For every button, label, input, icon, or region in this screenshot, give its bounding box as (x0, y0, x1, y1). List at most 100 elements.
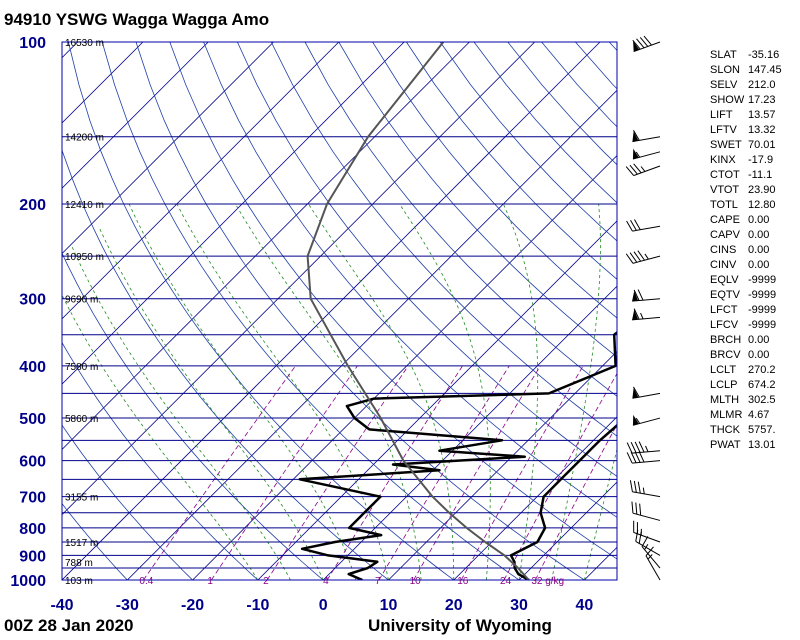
wind-barb (632, 129, 661, 143)
height-label: 5860 m (65, 414, 98, 425)
index-row: TOTL 12.80 (710, 198, 790, 213)
index-key: LCLP (710, 379, 738, 391)
index-key: PWAT (710, 439, 741, 451)
index-row: CAPV 0.00 (710, 228, 790, 243)
index-row: SELV 212.0 (710, 78, 790, 93)
isotherm-line (192, 155, 617, 580)
index-key: CAPV (710, 229, 740, 241)
index-row: CAPE 0.00 (710, 213, 790, 228)
pressure-tick-label: 400 (19, 359, 46, 376)
index-key: THCK (710, 424, 740, 436)
temperature-tick-label: -40 (50, 597, 73, 614)
index-row: CINS 0.00 (710, 243, 790, 258)
index-key: CINV (710, 259, 737, 271)
index-row: BRCH 0.00 (710, 333, 790, 348)
index-key: LFCT (710, 304, 738, 316)
wind-barb (645, 546, 661, 581)
index-value: -9999 (748, 304, 777, 316)
index-key: SLAT (710, 49, 737, 61)
mixing-ratio-label: 1 (207, 576, 213, 587)
dry-adiabat-line (135, 42, 585, 580)
pressure-tick-label: 200 (19, 197, 46, 214)
index-value: 302.5 (748, 394, 776, 406)
index-row: LCLP 674.2 (710, 378, 790, 393)
index-key: BRCH (710, 334, 742, 346)
moist-adiabat-line (503, 203, 539, 580)
plot-frame (61, 41, 618, 581)
index-key: VTOT (710, 184, 740, 196)
mixing-ratio-line (210, 365, 358, 580)
dewpoint-trace (298, 330, 617, 580)
temperature-tick-label: 0 (319, 597, 328, 614)
temperature-trace (509, 423, 617, 580)
mixing-ratio-label: 7 (375, 576, 381, 587)
index-row: THCK 5757. (710, 423, 790, 438)
mixing-ratio-label: 10 (410, 576, 422, 587)
moist-adiabat-line (584, 447, 617, 580)
index-key: SLON (710, 64, 740, 76)
index-key: LCLT (710, 364, 737, 376)
index-row: SLON 147.45 (710, 63, 790, 78)
index-row: SHOW 17.23 (710, 93, 790, 108)
index-key: CINS (710, 244, 737, 256)
isotherm-line (62, 42, 209, 189)
index-row: LCLT 270.2 (710, 363, 790, 378)
wind-barb (626, 451, 661, 464)
isotherm-line (62, 42, 340, 320)
stability-indices-panel: SLAT -35.16 SLON 147.45 SELV 212.0 SHOW 17.23 LI… (710, 48, 790, 453)
temperature-tick-label: -30 (116, 597, 139, 614)
wind-barb (625, 163, 661, 177)
index-row: EQLV -9999 (710, 273, 790, 288)
isotherm-line (62, 42, 601, 580)
dry-adiabat-line (203, 42, 617, 518)
index-key: LFCV (710, 319, 739, 331)
wind-barb (625, 250, 661, 264)
index-key: MLMR (710, 409, 743, 421)
index-key: SELV (710, 79, 738, 91)
wind-barb (631, 501, 661, 521)
index-value: 23.90 (748, 184, 776, 196)
station-title: 94910 YSWG Wagga Wagga Amo (4, 10, 270, 29)
height-label: 12410 m (65, 200, 104, 211)
index-key: BRCV (710, 349, 741, 361)
mixing-ratio-label: 2 (263, 576, 269, 587)
wind-barb (632, 289, 661, 302)
index-row: CTOT -11.1 (710, 168, 790, 183)
moist-adiabat-line (98, 226, 324, 580)
index-value: 70.01 (748, 139, 776, 151)
index-value: 0.00 (748, 349, 770, 361)
index-value: 17.23 (748, 94, 776, 106)
height-label: 788 m (65, 558, 93, 569)
temperature-tick-label: 20 (445, 597, 463, 614)
isotherm-line (322, 285, 617, 580)
index-value: -35.16 (748, 49, 780, 61)
moist-adiabat-line (62, 294, 259, 580)
index-row: BRCV 0.00 (710, 348, 790, 363)
index-value: -9999 (748, 274, 777, 286)
index-key: CAPE (710, 214, 740, 226)
dry-adiabat-line (237, 42, 617, 477)
index-key: CTOT (710, 169, 740, 181)
credit-label: University of Wyoming (368, 616, 552, 635)
index-value: 5757. (748, 424, 776, 436)
index-value: -9999 (748, 319, 777, 331)
pressure-tick-label: 100 (19, 35, 46, 52)
index-key: TOTL (710, 199, 738, 211)
index-key: SHOW (710, 94, 745, 106)
isotherm-line (127, 89, 617, 580)
moist-adiabat-line (399, 203, 491, 580)
isotherm-line (518, 481, 617, 580)
mixing-ratio-label: 0.4 (139, 576, 153, 587)
index-row: LFTV 13.32 (710, 123, 790, 138)
index-key: LFTV (710, 124, 737, 136)
index-value: 4.67 (748, 409, 770, 421)
pressure-tick-label: 700 (19, 490, 46, 507)
index-value: 270.2 (748, 364, 776, 376)
pressure-tick-label: 600 (19, 454, 46, 471)
height-label: 10950 m (65, 252, 104, 263)
mixing-ratio-label: 16 (457, 576, 469, 587)
index-key: SWET (710, 139, 742, 151)
pressure-tick-label: 800 (19, 521, 46, 538)
index-row: SLAT -35.16 (710, 48, 790, 63)
